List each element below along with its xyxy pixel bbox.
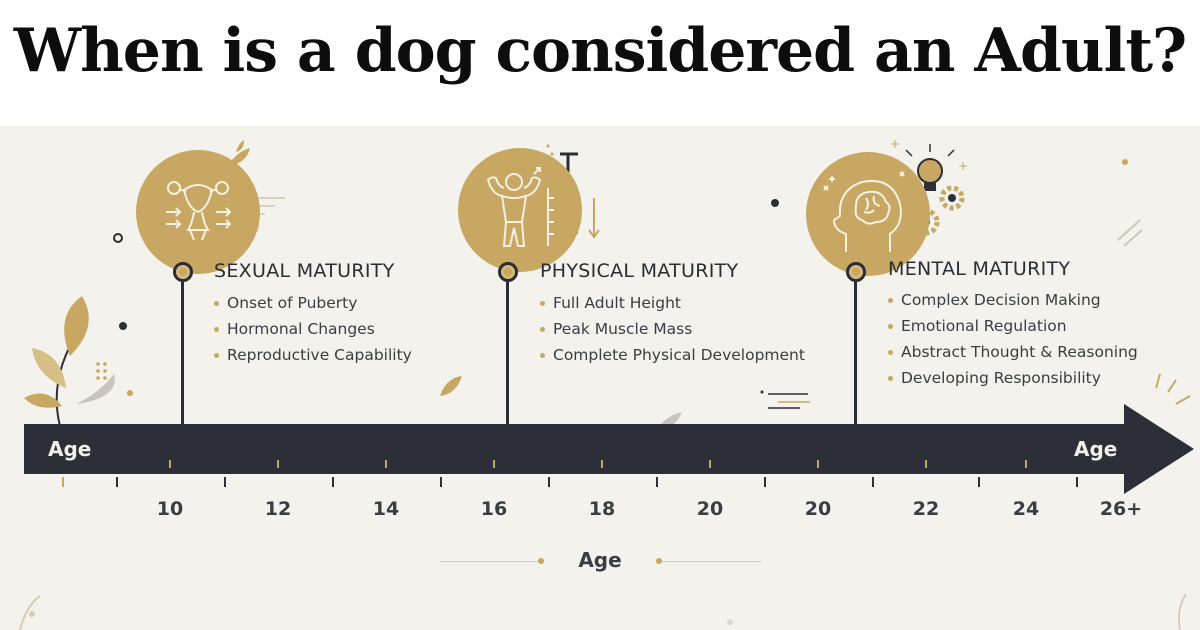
- svg-text:+: +: [890, 137, 900, 151]
- list-item: Abstract Thought & Reasoning: [888, 339, 1138, 365]
- sexual-maturity-marker: [173, 262, 193, 282]
- dot-decoration: [771, 199, 779, 207]
- title-bar: When is a dog considered an Adult?: [0, 0, 1200, 126]
- list-item: Complex Decision Making: [888, 287, 1138, 313]
- sexual-maturity-icon-badge: [136, 150, 260, 274]
- sexual-maturity-heading: SEXUAL MATURITY: [214, 260, 395, 282]
- axis-minor-tick: [978, 477, 980, 487]
- axis-end-label: Age: [1074, 437, 1118, 461]
- axis-minor-tick: [872, 477, 874, 487]
- list-item: Emotional Regulation: [888, 313, 1138, 339]
- axis-tick: [493, 460, 495, 468]
- axis-title-rule-right: [662, 561, 762, 562]
- dot-decoration: [760, 390, 764, 394]
- axis-tick-label: 20: [696, 498, 724, 520]
- axis-title: Age: [578, 548, 622, 572]
- axis-tick-label: 20: [804, 498, 832, 520]
- axis-minor-tick: [1076, 477, 1078, 487]
- axis-tick-label: 14: [372, 498, 400, 520]
- muscle-figure-icon: [486, 167, 554, 247]
- axis-tick-label: 18: [588, 498, 616, 520]
- axis-tick: [1025, 460, 1027, 468]
- axis-minor-tick: [332, 477, 334, 487]
- axis-minor-tick: [548, 477, 550, 487]
- physical-maturity-marker: [498, 262, 518, 282]
- plant-decoration: [24, 296, 115, 427]
- list-item: Peak Muscle Mass: [540, 316, 805, 342]
- ring-dot-decoration: [113, 233, 123, 243]
- physical-maturity-stem: [506, 282, 509, 436]
- axis-tick-label: 26+: [1099, 498, 1143, 520]
- axis-tick: [601, 460, 603, 468]
- mental-maturity-icon-badge: [806, 152, 930, 276]
- svg-text:+: +: [958, 159, 968, 173]
- mental-maturity-marker: [846, 262, 866, 282]
- axis-minor-tick: [764, 477, 766, 487]
- axis-tick: [817, 460, 819, 468]
- axis-tick: [709, 460, 711, 468]
- axis-tick-label: 16: [480, 498, 508, 520]
- dot-decoration: [1122, 159, 1128, 165]
- mental-maturity-heading: MENTAL MATURITY: [888, 258, 1071, 280]
- axis-start-label: Age: [48, 437, 92, 461]
- page-title: When is a dog considered an Adult?: [13, 16, 1187, 86]
- axis-tick: [277, 460, 279, 468]
- axis-tick-label: 22: [912, 498, 940, 520]
- axis-minor-tick: [440, 477, 442, 487]
- reproductive-organs-icon: [166, 181, 232, 241]
- axis-minor-tick: [62, 477, 64, 487]
- axis-tick: [385, 460, 387, 468]
- axis-tick-label: 12: [264, 498, 292, 520]
- dot-decoration: [119, 322, 127, 330]
- timeline-arrowhead: [1124, 404, 1194, 494]
- dot-decoration: [127, 390, 133, 396]
- axis-minor-tick: [116, 477, 118, 487]
- leaf-decoration: [236, 140, 244, 152]
- list-item: Onset of Puberty: [214, 290, 412, 316]
- axis-tick-label: 10: [156, 498, 184, 520]
- lightbulb-icon: [905, 144, 955, 191]
- physical-maturity-list: Full Adult Height Peak Muscle Mass Compl…: [540, 290, 805, 368]
- list-item: Reproductive Capability: [214, 342, 412, 368]
- list-item: Full Adult Height: [540, 290, 805, 316]
- axis-title-rule-left: [440, 561, 540, 562]
- list-item: Hormonal Changes: [214, 316, 412, 342]
- sexual-maturity-stem: [181, 282, 184, 436]
- list-item: Developing Responsibility: [888, 365, 1138, 391]
- physical-maturity-heading: PHYSICAL MATURITY: [540, 260, 739, 282]
- mental-maturity-list: Complex Decision Making Emotional Regula…: [888, 287, 1138, 391]
- axis-tick: [925, 460, 927, 468]
- axis-tick-label: 24: [1012, 498, 1040, 520]
- list-item: Complete Physical Development: [540, 342, 805, 368]
- mental-maturity-stem: [854, 282, 857, 436]
- axis-title-dot: [656, 558, 662, 564]
- brain-head-icon: [823, 171, 905, 252]
- axis-tick: [169, 460, 171, 468]
- axis-title-dot: [538, 558, 544, 564]
- physical-maturity-icon-badge: [458, 148, 582, 272]
- axis-minor-tick: [656, 477, 658, 487]
- sexual-maturity-list: Onset of Puberty Hormonal Changes Reprod…: [214, 290, 412, 368]
- timeline-axis: [24, 424, 1138, 474]
- axis-minor-tick: [224, 477, 226, 487]
